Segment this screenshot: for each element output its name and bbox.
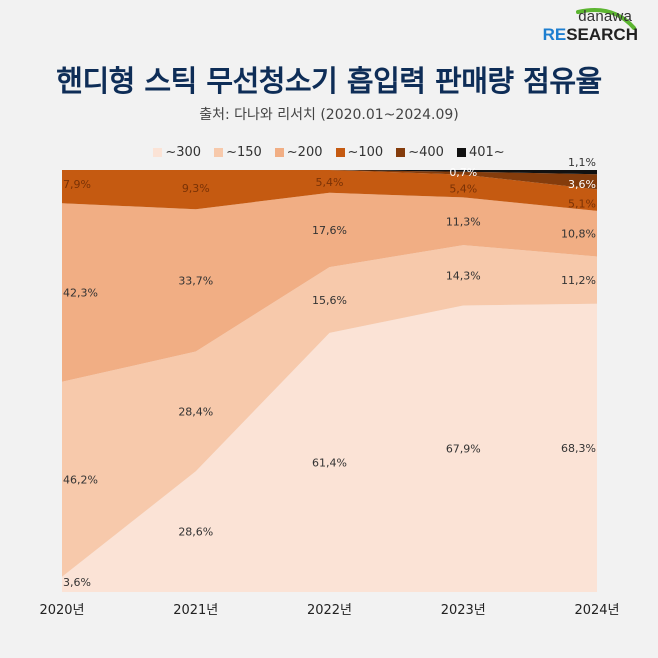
area-series-100-3 bbox=[62, 170, 597, 211]
logo-swoosh-icon bbox=[576, 8, 636, 30]
legend-item: ~150 bbox=[214, 145, 262, 160]
logo-accent-text: RE bbox=[542, 25, 567, 44]
data-label: 67,9% bbox=[446, 443, 481, 456]
data-label: 5,4% bbox=[316, 176, 344, 189]
chart-title: 핸디형 스틱 무선청소기 흡입력 판매량 점유율 bbox=[56, 64, 602, 98]
x-tick-label: 2021년 bbox=[173, 603, 219, 618]
data-label: 14,3% bbox=[446, 269, 481, 282]
legend-swatch bbox=[335, 148, 345, 157]
legend-label: ~150 bbox=[226, 145, 262, 160]
legend-swatch bbox=[214, 148, 224, 157]
logo-bottom-text: RESEARCH bbox=[543, 25, 638, 45]
x-tick-label: 2024년 bbox=[574, 603, 620, 618]
legend-swatch bbox=[456, 148, 466, 157]
data-label: 3,6% bbox=[63, 576, 91, 589]
data-label: 5,1% bbox=[568, 197, 596, 210]
data-label: 11,3% bbox=[446, 215, 481, 228]
data-label: 1,1% bbox=[568, 156, 596, 169]
data-label: 5,4% bbox=[449, 183, 477, 196]
legend-item: ~100 bbox=[335, 145, 384, 160]
legend-item: ~200 bbox=[274, 145, 323, 160]
danawa-research-logo: danawa RESEARCH bbox=[538, 6, 638, 46]
data-label: 0,7% bbox=[449, 166, 477, 179]
area-series-200-2 bbox=[62, 192, 597, 382]
logo-top-text: danawa bbox=[578, 8, 632, 25]
data-label: 15,6% bbox=[312, 294, 347, 307]
legend-item: 401~ bbox=[456, 145, 505, 160]
legend-swatch bbox=[153, 148, 163, 157]
legend-item: ~400 bbox=[396, 145, 444, 160]
x-tick-label: 2020년 bbox=[39, 603, 85, 618]
data-label: 42,3% bbox=[63, 287, 98, 300]
chart-legend: ~300 ~150 ~200 ~100 ~400 401~ bbox=[0, 145, 658, 160]
data-label: 28,6% bbox=[178, 526, 213, 539]
legend-label: ~300 bbox=[165, 145, 202, 160]
data-label: 17,6% bbox=[312, 224, 347, 237]
data-label: 7,9% bbox=[63, 178, 91, 191]
data-label: 28,4% bbox=[178, 405, 213, 418]
legend-label: ~200 bbox=[286, 145, 323, 160]
data-label: 46,2% bbox=[63, 473, 98, 486]
data-label: 9,3% bbox=[182, 182, 210, 195]
chart-subtitle: 출처: 다나와 리서치 (2020.01~2024.09) bbox=[199, 107, 459, 123]
legend-label: 401~ bbox=[468, 145, 505, 160]
legend-swatch bbox=[396, 148, 406, 157]
area-series-150-1 bbox=[62, 245, 597, 577]
legend-swatch bbox=[274, 148, 284, 157]
data-label: 33,7% bbox=[178, 274, 213, 287]
data-label: 68,3% bbox=[561, 442, 596, 455]
data-label: 10,8% bbox=[561, 228, 596, 241]
legend-label: ~100 bbox=[347, 145, 384, 160]
legend-item: ~300 bbox=[153, 145, 201, 160]
legend-label: ~400 bbox=[408, 145, 444, 160]
x-tick-label: 2022년 bbox=[306, 603, 353, 618]
x-tick-label: 2023년 bbox=[440, 603, 486, 618]
data-label: 11,2% bbox=[561, 274, 596, 287]
data-label: 61,4% bbox=[312, 456, 347, 469]
area-series-401-5 bbox=[62, 170, 597, 175]
logo-rest-text: SEARCH bbox=[566, 25, 638, 44]
data-label: 3,6% bbox=[568, 178, 596, 191]
area-series-300-0 bbox=[62, 303, 597, 592]
